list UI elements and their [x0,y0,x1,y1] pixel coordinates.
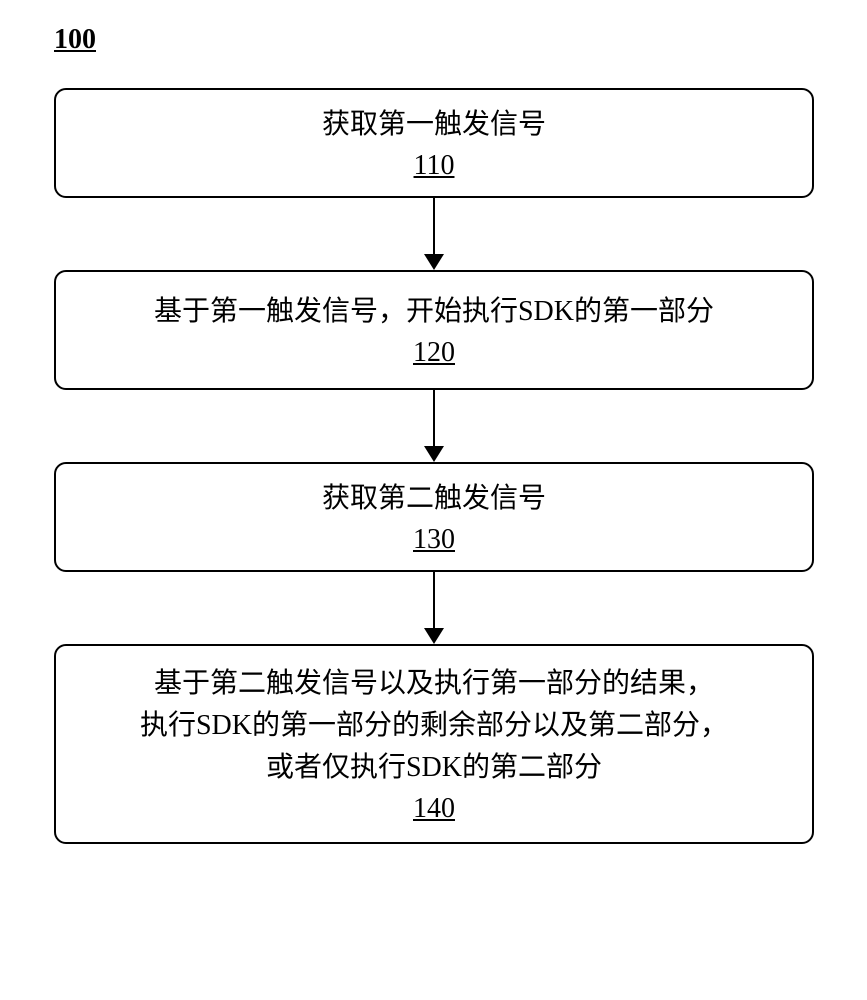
flowchart-node-110: 获取第一触发信号 110 [54,88,814,198]
arrow-icon [424,198,444,270]
flowchart-node-120: 基于第一触发信号，开始执行SDK的第一部分 120 [54,270,814,390]
node-text-line: 基于第二触发信号以及执行第一部分的结果， [140,663,728,705]
arrow-line [433,572,435,628]
flowchart-container: 获取第一触发信号 110 基于第一触发信号，开始执行SDK的第一部分 120 获取第二触… [54,88,814,844]
node-text-line: 基于第一触发信号，开始执行SDK的第一部分 [154,291,714,333]
node-number: 140 [413,793,455,825]
arrow-line [433,198,435,254]
node-text-line: 获取第二触发信号 [322,478,546,520]
node-number: 130 [413,524,455,556]
arrow-head [424,628,444,644]
node-text: 获取第一触发信号 [322,104,546,146]
node-text: 基于第二触发信号以及执行第一部分的结果，执行SDK的第一部分的剩余部分以及第二部… [140,663,728,789]
arrow-head [424,254,444,270]
arrow-icon [424,572,444,644]
flowchart-node-130: 获取第二触发信号 130 [54,462,814,572]
arrow-head [424,446,444,462]
node-text: 基于第一触发信号，开始执行SDK的第一部分 [154,291,714,333]
arrow-line [433,390,435,446]
arrow-icon [424,390,444,462]
node-number: 110 [414,150,455,182]
node-number: 120 [413,337,455,369]
node-text: 获取第二触发信号 [322,478,546,520]
node-text-line: 执行SDK的第一部分的剩余部分以及第二部分， [140,705,728,747]
node-text-line: 获取第一触发信号 [322,104,546,146]
flowchart-node-140: 基于第二触发信号以及执行第一部分的结果，执行SDK的第一部分的剩余部分以及第二部… [54,644,814,844]
node-text-line: 或者仅执行SDK的第二部分 [140,747,728,789]
figure-number: 100 [54,24,96,56]
